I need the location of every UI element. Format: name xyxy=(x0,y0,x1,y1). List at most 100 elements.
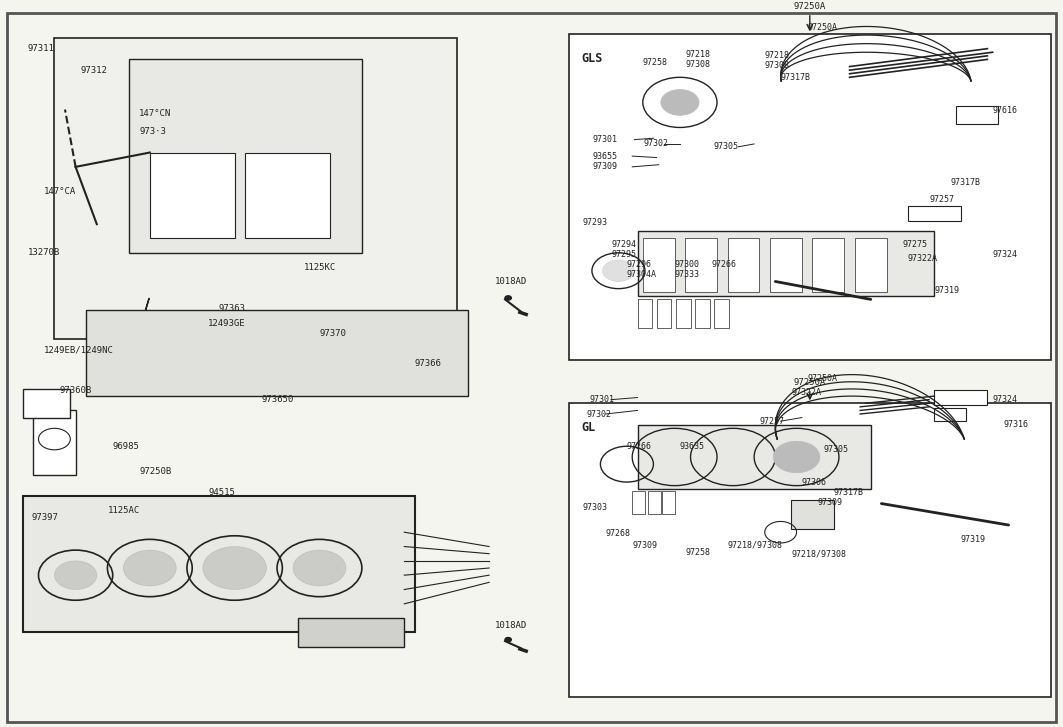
Bar xyxy=(676,300,691,328)
Bar xyxy=(632,491,645,514)
Bar xyxy=(728,238,759,292)
Circle shape xyxy=(505,638,511,642)
Text: 97293: 97293 xyxy=(583,217,607,227)
Bar xyxy=(908,206,961,220)
Text: 1018AD: 1018AD xyxy=(494,277,526,286)
Text: 97309: 97309 xyxy=(593,162,618,172)
Text: 97218/97308: 97218/97308 xyxy=(728,541,782,550)
Text: GL: GL xyxy=(581,421,595,434)
Text: 97322A: 97322A xyxy=(908,254,938,263)
Text: 12493GE: 12493GE xyxy=(208,318,246,328)
Text: 97295: 97295 xyxy=(611,250,636,259)
Text: 97306: 97306 xyxy=(802,478,827,486)
Circle shape xyxy=(293,550,345,586)
Text: 97333: 97333 xyxy=(675,270,699,279)
Text: 97363: 97363 xyxy=(219,304,246,313)
Bar xyxy=(855,238,887,292)
Bar xyxy=(569,34,1051,361)
Bar xyxy=(86,310,468,396)
Circle shape xyxy=(505,296,511,300)
Text: 97296: 97296 xyxy=(627,260,652,269)
Text: 93635: 93635 xyxy=(680,442,705,451)
Text: 97370: 97370 xyxy=(320,329,347,337)
Text: 1018AD: 1018AD xyxy=(494,621,526,630)
Text: 97305: 97305 xyxy=(714,142,739,151)
Text: 13270B: 13270B xyxy=(28,249,61,257)
Circle shape xyxy=(661,89,699,116)
Circle shape xyxy=(54,561,97,590)
Bar xyxy=(299,618,404,647)
Text: 97257: 97257 xyxy=(759,417,784,426)
Text: 97218
97308: 97218 97308 xyxy=(686,50,710,69)
Text: 97250B: 97250B xyxy=(139,467,171,475)
Text: 97302: 97302 xyxy=(587,409,611,419)
Text: 97250A: 97250A xyxy=(794,378,826,387)
Bar xyxy=(54,38,457,339)
Text: 97258: 97258 xyxy=(686,547,710,557)
Text: 147°CN: 147°CN xyxy=(139,108,171,118)
Text: 97311: 97311 xyxy=(28,44,55,53)
Bar xyxy=(150,153,235,238)
Bar xyxy=(648,491,661,514)
Text: 97317B: 97317B xyxy=(780,73,811,82)
Text: 97366: 97366 xyxy=(415,359,442,369)
Text: 97616: 97616 xyxy=(993,106,1017,116)
Bar xyxy=(714,300,729,328)
Text: 97312: 97312 xyxy=(81,65,107,75)
Text: 97294: 97294 xyxy=(611,240,636,249)
Text: 97258: 97258 xyxy=(643,58,668,68)
Text: 97301: 97301 xyxy=(593,135,618,144)
Bar xyxy=(638,231,934,296)
Text: GLS: GLS xyxy=(581,52,603,65)
Bar xyxy=(934,409,966,421)
Bar xyxy=(638,300,653,328)
Bar xyxy=(246,153,330,238)
Circle shape xyxy=(203,547,267,590)
Text: 1125KC: 1125KC xyxy=(304,262,336,272)
Text: 1249EB/1249NC: 1249EB/1249NC xyxy=(44,345,114,354)
Text: 97266: 97266 xyxy=(627,442,652,451)
Text: 97305: 97305 xyxy=(823,446,848,454)
Bar xyxy=(33,411,75,475)
FancyArrowPatch shape xyxy=(125,298,149,365)
Text: 97257: 97257 xyxy=(929,195,955,204)
Text: 97322A: 97322A xyxy=(791,388,822,397)
Bar xyxy=(657,300,672,328)
Text: 97316: 97316 xyxy=(1003,420,1028,429)
Bar xyxy=(22,497,415,632)
Text: 97319: 97319 xyxy=(961,535,985,544)
Bar xyxy=(934,390,988,405)
Text: 94515: 94515 xyxy=(208,489,235,497)
Text: 147°CA: 147°CA xyxy=(44,188,77,196)
Text: 97317B: 97317B xyxy=(833,489,863,497)
Text: 97319: 97319 xyxy=(934,286,960,294)
Text: 97218/97308: 97218/97308 xyxy=(791,549,846,558)
Text: 97324: 97324 xyxy=(993,395,1017,404)
Bar xyxy=(770,238,802,292)
Bar xyxy=(643,238,675,292)
Text: 1125AC: 1125AC xyxy=(107,506,139,515)
Text: 97301: 97301 xyxy=(590,395,614,404)
Text: 97303: 97303 xyxy=(583,502,607,512)
Circle shape xyxy=(773,441,820,473)
Text: 96985: 96985 xyxy=(113,442,139,451)
Text: 97302: 97302 xyxy=(644,140,669,148)
Text: 97324: 97324 xyxy=(993,250,1017,259)
Text: 97397: 97397 xyxy=(31,513,58,523)
Bar xyxy=(129,60,361,253)
Text: 97309: 97309 xyxy=(632,541,657,550)
Bar xyxy=(569,403,1051,697)
Bar xyxy=(686,238,718,292)
Circle shape xyxy=(603,260,635,281)
Bar xyxy=(22,389,70,417)
Bar xyxy=(695,300,710,328)
Text: 97218
97308: 97218 97308 xyxy=(764,52,790,71)
Bar xyxy=(812,238,844,292)
Text: 93655: 93655 xyxy=(593,152,618,161)
Text: 97304A: 97304A xyxy=(627,270,657,279)
Text: 973·3: 973·3 xyxy=(139,126,166,135)
Circle shape xyxy=(123,550,176,586)
Bar xyxy=(791,500,833,529)
Text: 97250A: 97250A xyxy=(807,374,838,382)
Text: 97309: 97309 xyxy=(817,497,843,507)
